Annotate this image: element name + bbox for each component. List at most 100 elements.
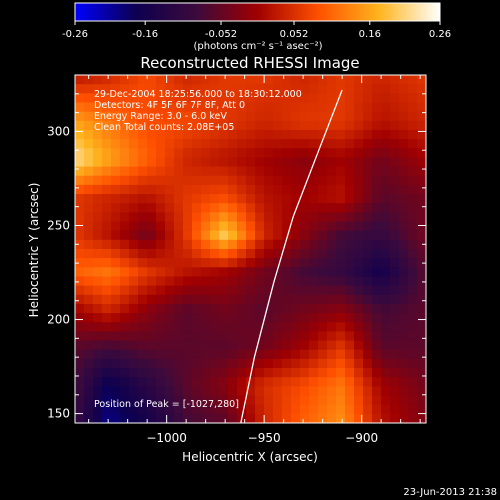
heatmap-cell: [156, 276, 166, 287]
heatmap-cell: [336, 75, 346, 85]
peak-position-label: Position of Peak = [-1027,280]: [94, 399, 239, 410]
heatmap-cell: [102, 203, 112, 213]
heatmap-cell: [201, 340, 211, 351]
heatmap-cell: [246, 358, 256, 369]
heatmap-cell: [273, 157, 283, 168]
heatmap-cell: [300, 212, 310, 223]
heatmap-cell: [372, 267, 382, 278]
heatmap-cell: [192, 294, 202, 305]
heatmap-cell: [381, 413, 391, 423]
heatmap-cell: [399, 294, 409, 305]
heatmap-cell: [138, 340, 148, 351]
heatmap-cell: [120, 102, 130, 113]
heatmap-cell: [138, 349, 148, 360]
heatmap-cell: [201, 239, 211, 250]
heatmap-cell: [201, 175, 211, 186]
heatmap-cell: [345, 313, 355, 323]
heatmap-cell: [327, 239, 337, 250]
heatmap-cell: [291, 386, 301, 397]
heatmap-cell: [84, 129, 94, 140]
heatmap-cell: [372, 285, 382, 296]
heatmap-cell: [246, 386, 256, 397]
heatmap-cell: [165, 148, 175, 159]
heatmap-cell: [354, 377, 364, 387]
heatmap-cell: [138, 358, 148, 369]
heatmap-cell: [93, 340, 103, 351]
heatmap-cell: [399, 212, 409, 223]
heatmap-cell: [156, 84, 166, 94]
heatmap-cell: [138, 331, 148, 342]
heatmap-cell: [183, 139, 193, 149]
heatmap-cell: [129, 84, 139, 94]
heatmap-cell: [336, 157, 346, 168]
heatmap-cell: [381, 175, 391, 186]
heatmap-cell: [273, 93, 283, 104]
heatmap-cell: [390, 322, 400, 333]
heatmap-cell: [291, 194, 301, 204]
heatmap-cell: [291, 102, 301, 113]
heatmap-cell: [156, 340, 166, 351]
heatmap-cell: [111, 157, 121, 168]
heatmap-cell: [84, 386, 94, 397]
heatmap-cell: [264, 102, 274, 113]
heatmap-cell: [372, 139, 382, 149]
heatmap-cell: [228, 358, 238, 369]
heatmap-cell: [273, 267, 283, 278]
heatmap-cell: [408, 340, 418, 351]
heatmap-cell: [156, 148, 166, 159]
heatmap-cell: [165, 166, 175, 177]
heatmap-cell: [300, 239, 310, 250]
heatmap-cell: [75, 395, 85, 406]
heatmap-cell: [309, 267, 319, 278]
heatmap-cell: [327, 395, 337, 406]
heatmap-cell: [75, 340, 85, 351]
heatmap-cell: [183, 340, 193, 351]
heatmap-cell: [282, 212, 292, 223]
heatmap-cell: [147, 129, 157, 140]
heatmap-cell: [417, 184, 426, 195]
heatmap-cell: [183, 386, 193, 397]
heatmap-cell: [264, 322, 274, 333]
heatmap-cell: [309, 129, 319, 140]
heatmap-cell: [93, 404, 103, 415]
heatmap-cell: [327, 129, 337, 140]
heatmap-cell: [111, 368, 121, 378]
heatmap-cell: [174, 230, 184, 241]
x-tick-label: −1000: [146, 431, 187, 445]
heatmap-cell: [318, 239, 328, 250]
heatmap-cell: [282, 184, 292, 195]
heatmap-cell: [399, 139, 409, 149]
heatmap-cell: [111, 148, 121, 159]
heatmap-cell: [309, 166, 319, 177]
heatmap-cell: [363, 404, 373, 415]
heatmap-cell: [228, 267, 238, 278]
plot-frame: [74, 74, 427, 424]
heatmap-cell: [327, 157, 337, 168]
heatmap-cell: [237, 349, 247, 360]
heatmap-cell: [399, 340, 409, 351]
heatmap-cell: [282, 349, 292, 360]
heatmap-cell: [417, 102, 426, 113]
heatmap-cell: [273, 111, 283, 122]
heatmap-cell: [120, 285, 130, 296]
heatmap-cell: [210, 111, 220, 122]
heatmap-cell: [336, 276, 346, 287]
heatmap-cell: [183, 258, 193, 268]
heatmap-cell: [120, 303, 130, 314]
heatmap-cell: [165, 294, 175, 305]
heatmap-cell: [282, 111, 292, 122]
heatmap-cell: [336, 230, 346, 241]
heatmap-cell: [192, 313, 202, 323]
heatmap-cell: [381, 285, 391, 296]
heatmap-cell: [183, 249, 193, 259]
heatmap-cell: [111, 249, 121, 259]
heatmap-cell: [363, 111, 373, 122]
heatmap-cell: [183, 194, 193, 204]
heatmap-cell: [345, 340, 355, 351]
heatmap-cell: [183, 404, 193, 415]
heatmap-cell: [363, 303, 373, 314]
heatmap-cell: [417, 413, 426, 423]
heatmap-cell: [408, 93, 418, 104]
heatmap-cell: [138, 93, 148, 104]
heatmap-cell: [201, 303, 211, 314]
